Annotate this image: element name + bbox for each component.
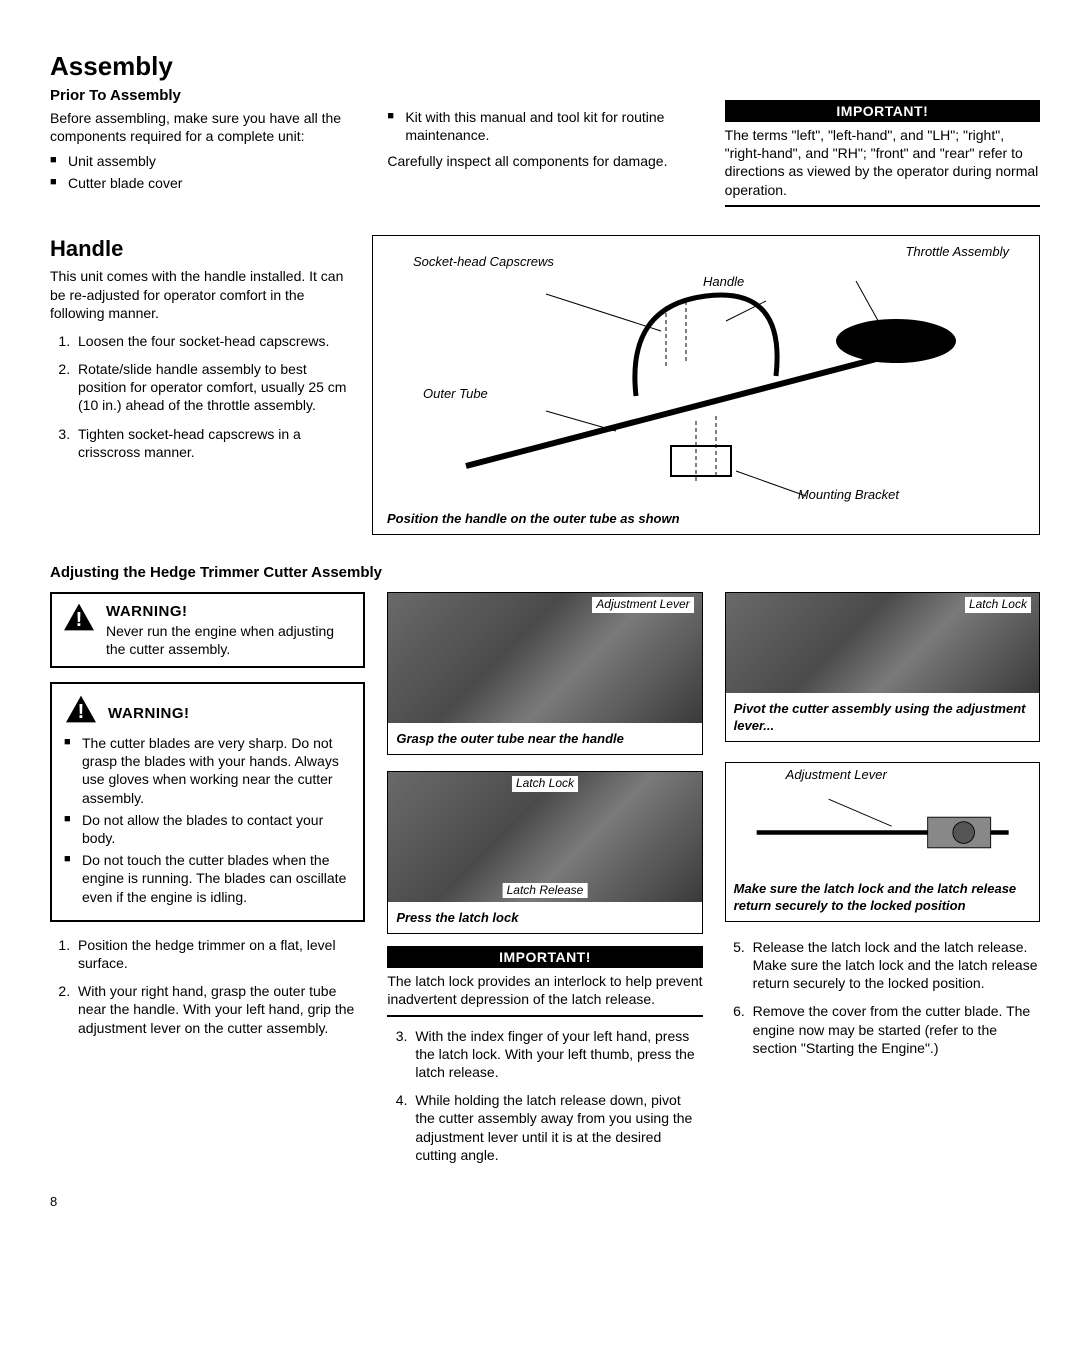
handle-heading: Handle xyxy=(50,235,350,264)
adjust-step: While holding the latch release down, pi… xyxy=(411,1091,702,1164)
page-number: 8 xyxy=(50,1194,1040,1211)
fig2-caption: Press the latch lock xyxy=(388,906,701,933)
handle-intro: This unit comes with the handle installe… xyxy=(50,267,350,322)
figure-grasp-tube: Adjustment Lever xyxy=(388,593,701,723)
fig1-label: Adjustment Lever xyxy=(592,597,693,613)
adjusting-mid-col: Adjustment Lever Grasp the outer tube ne… xyxy=(387,592,702,1174)
assembly-intro: Before assembling, make sure you have al… xyxy=(50,109,365,145)
diagram-label-sockethead: Socket-head Capscrews xyxy=(413,254,554,271)
handle-step: Tighten socket-head capscrews in a criss… xyxy=(74,425,350,461)
fig4-caption: Make sure the latch lock and the latch r… xyxy=(726,877,1039,921)
figure-pivot: Latch Lock xyxy=(726,593,1039,693)
assembly-heading: Assembly xyxy=(50,50,1040,84)
figure-press-latch: Latch Lock Latch Release xyxy=(388,772,701,902)
warning1-text: Never run the engine when adjusting the … xyxy=(106,623,334,657)
assembly-col1: Prior To Assembly Before assembling, mak… xyxy=(50,86,365,207)
fig3-label: Latch Lock xyxy=(965,597,1031,613)
diagram-label-handle: Handle xyxy=(703,274,744,291)
diagram-label-mounting: Mounting Bracket xyxy=(798,487,899,504)
warning-bullet: The cutter blades are very sharp. Do not… xyxy=(64,734,351,807)
adjust-step: Remove the cover from the cutter blade. … xyxy=(749,1002,1040,1057)
warning-triangle-icon: ! xyxy=(62,602,96,632)
adjust-step: With the index finger of your left hand,… xyxy=(411,1027,702,1082)
diagram-label-throttle: Throttle Assembly xyxy=(905,244,1009,261)
warning-triangle-icon: ! xyxy=(64,694,98,724)
component-item: Cutter blade cover xyxy=(50,174,365,192)
svg-text:!: ! xyxy=(76,609,83,631)
adjust-step: Release the latch lock and the latch rel… xyxy=(749,938,1040,993)
fig2-label-top: Latch Lock xyxy=(512,776,578,792)
diagram-label-outertube: Outer Tube xyxy=(423,386,488,403)
warning-box-1: ! WARNING! Never run the engine when adj… xyxy=(50,592,365,668)
handle-step: Loosen the four socket-head capscrews. xyxy=(74,332,350,350)
warning-title: WARNING! xyxy=(106,602,353,622)
adjust-step: Position the hedge trimmer on a flat, le… xyxy=(74,936,365,972)
fig4-label: Adjustment Lever xyxy=(786,767,887,784)
svg-text:!: ! xyxy=(78,701,85,723)
adjust-step: With your right hand, grasp the outer tu… xyxy=(74,982,365,1037)
handle-diagram: Socket-head Capscrews Handle Throttle As… xyxy=(372,235,1040,535)
important-label: IMPORTANT! xyxy=(725,100,1040,122)
handle-diagram-caption: Position the handle on the outer tube as… xyxy=(387,511,680,528)
fig3-caption: Pivot the cutter assembly using the adju… xyxy=(726,697,1039,741)
adjusting-heading: Adjusting the Hedge Trimmer Cutter Assem… xyxy=(50,563,1040,583)
fig1-caption: Grasp the outer tube near the handle xyxy=(388,727,701,754)
important-label: IMPORTANT! xyxy=(387,946,702,968)
assembly-col3: IMPORTANT! The terms "left", "left-hand"… xyxy=(725,86,1040,207)
warning-box-2: ! WARNING! The cutter blades are very sh… xyxy=(50,682,365,922)
warning-bullet: Do not touch the cutter blades when the … xyxy=(64,851,351,906)
inspect-text: Carefully inspect all components for dam… xyxy=(387,152,702,170)
figure-locked-position: Adjustment Lever xyxy=(726,763,1039,873)
important-text: The latch lock provides an interlock to … xyxy=(387,972,702,1008)
important-text: The terms "left", "left-hand", and "LH";… xyxy=(725,126,1040,199)
fig2-label-bottom: Latch Release xyxy=(503,883,588,899)
prior-to-assembly-subhead: Prior To Assembly xyxy=(50,86,365,106)
adjusting-left-col: ! WARNING! Never run the engine when adj… xyxy=(50,592,365,1174)
handle-step: Rotate/slide handle assembly to best pos… xyxy=(74,360,350,415)
warning-bullet: Do not allow the blades to contact your … xyxy=(64,811,351,847)
warning-title: WARNING! xyxy=(108,694,190,724)
component-item: Unit assembly xyxy=(50,152,365,170)
adjusting-right-col: Latch Lock Pivot the cutter assembly usi… xyxy=(725,592,1040,1174)
handle-text-col: Handle This unit comes with the handle i… xyxy=(50,235,350,535)
component-item: Kit with this manual and tool kit for ro… xyxy=(387,108,702,144)
assembly-col2: Kit with this manual and tool kit for ro… xyxy=(387,86,702,207)
